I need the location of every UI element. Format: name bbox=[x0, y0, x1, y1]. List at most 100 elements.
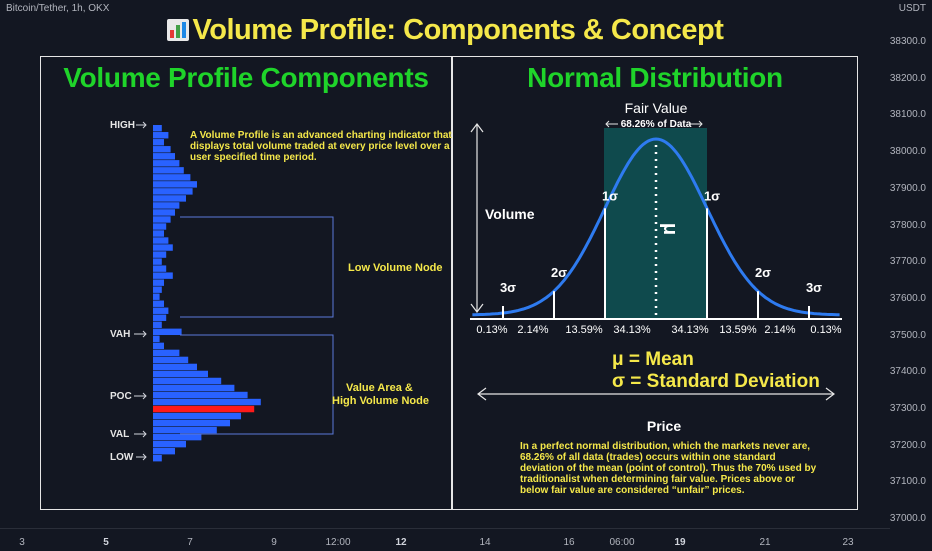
y-tick-label: 37800.0 bbox=[889, 219, 926, 231]
y-tick-label: 37000.0 bbox=[889, 513, 926, 525]
low-volume-node-bracket bbox=[180, 216, 334, 318]
sigma-lines bbox=[502, 208, 810, 319]
volume-label: Volume bbox=[485, 206, 535, 222]
volume-bar bbox=[153, 307, 169, 314]
percent-label: 34.13% bbox=[613, 324, 651, 336]
volume-bar bbox=[153, 202, 180, 209]
volume-bar bbox=[153, 363, 197, 371]
percent-label: 13.59% bbox=[565, 324, 603, 336]
sigma-labels: 3σ 2σ 1σ 1σ 2σ 3σ bbox=[500, 188, 822, 295]
time-axis[interactable]: 3 5 7 9 12:00 12 14 16 06:00 19 21 23 bbox=[0, 528, 890, 551]
volume-bar bbox=[153, 293, 160, 300]
fair-value-arrow-icon bbox=[605, 120, 703, 128]
percent-labels: 0.13% 2.14% 13.59% 34.13% 34.13% 13.59% 2.14% 0… bbox=[476, 324, 841, 336]
percent-label: 13.59% bbox=[719, 324, 757, 336]
volume-bar bbox=[153, 321, 162, 328]
volume-bar bbox=[153, 356, 189, 364]
price-label: Price bbox=[647, 418, 681, 434]
page-title: Volume Profile: Components & Concept bbox=[0, 14, 890, 47]
val-arrow-icon bbox=[134, 430, 147, 438]
percent-label: 34.13% bbox=[671, 324, 709, 336]
normal-distribution-curve bbox=[472, 137, 840, 317]
volume-bar bbox=[153, 216, 171, 223]
formula-sd: σ = Standard Deviation bbox=[612, 371, 820, 392]
volume-bar bbox=[153, 440, 186, 448]
right-panel-title: Normal Distribution bbox=[527, 62, 783, 93]
volume-bar bbox=[153, 195, 186, 202]
percent-label: 0.13% bbox=[476, 324, 507, 336]
x-tick-label: 23 bbox=[842, 537, 854, 548]
y-tick-label: 37300.0 bbox=[889, 403, 926, 414]
y-tick-label: 37400.0 bbox=[889, 366, 926, 378]
x-tick-label: 06:00 bbox=[609, 537, 635, 548]
sigma-label: 2σ bbox=[551, 265, 567, 280]
formula-mean: μ = Mean bbox=[612, 349, 694, 370]
currency-label: USDT bbox=[898, 3, 926, 14]
x-tick-label: 7 bbox=[187, 537, 193, 548]
value-area-label-line1: Value Area & bbox=[346, 382, 413, 394]
price-arrows bbox=[134, 121, 147, 461]
value-area-label-line2: High Volume Node bbox=[332, 395, 429, 407]
volume-bar bbox=[153, 426, 217, 434]
symbol-label[interactable]: Bitcoin/Tether, 1h, OKX bbox=[6, 3, 110, 14]
volume-bar bbox=[153, 279, 164, 286]
volume-bar bbox=[153, 139, 164, 146]
y-tick-label: 37700.0 bbox=[889, 256, 926, 268]
volume-bar bbox=[153, 328, 182, 336]
y-tick-label: 38100.0 bbox=[889, 109, 926, 121]
volume-profile-chart bbox=[134, 121, 334, 462]
x-tick-label: 16 bbox=[563, 537, 575, 548]
y-tick-label: 38200.0 bbox=[889, 72, 926, 84]
volume-bar bbox=[153, 419, 230, 427]
volume-bar bbox=[153, 314, 167, 321]
low-label: LOW bbox=[110, 452, 134, 463]
vah-arrow-icon bbox=[134, 330, 147, 338]
percent-label: 2.14% bbox=[764, 324, 795, 336]
volume-bar bbox=[153, 391, 248, 399]
high-label: HIGH bbox=[110, 120, 135, 131]
volume-bar bbox=[153, 230, 164, 237]
distribution-description: In a perfect normal distribution, which … bbox=[520, 441, 817, 496]
volume-bar bbox=[153, 258, 162, 265]
mu-symbol: μ bbox=[659, 223, 681, 235]
y-tick-label: 37200.0 bbox=[889, 439, 926, 451]
volume-bar bbox=[153, 342, 164, 350]
fair-value-label: Fair Value bbox=[625, 100, 688, 116]
volume-bar bbox=[153, 188, 193, 195]
volume-bar bbox=[153, 146, 171, 153]
panel-divider bbox=[451, 56, 453, 510]
fair-value-percent: 68.26% of Data bbox=[621, 119, 692, 130]
volume-bar bbox=[153, 384, 235, 392]
poc-bar bbox=[153, 405, 255, 413]
volume-bar bbox=[153, 209, 175, 216]
val-label: VAL bbox=[110, 429, 130, 440]
x-tick-label: 3 bbox=[19, 537, 25, 548]
vah-label: VAH bbox=[110, 329, 131, 340]
volume-profile-bars bbox=[153, 125, 261, 462]
sigma-label: 1σ bbox=[602, 188, 618, 203]
normal-distribution-chart: μ 3σ 2σ 1σ 1σ 2σ 3σ 0.13% 2.14% 13.59% 34.13% 34.… bbox=[470, 100, 842, 434]
volume-bar bbox=[153, 272, 173, 279]
y-tick-label: 37500.0 bbox=[889, 329, 926, 341]
sigma-label: 2σ bbox=[755, 265, 771, 280]
y-tick-label: 37900.0 bbox=[889, 182, 926, 194]
x-tick-label: 14 bbox=[479, 537, 491, 548]
volume-bar bbox=[153, 237, 169, 244]
value-area-bracket bbox=[180, 334, 334, 435]
bar-chart-icon bbox=[166, 19, 189, 41]
formula-block: μ = Mean σ = Standard Deviation bbox=[612, 349, 820, 393]
x-tick-label: 5 bbox=[103, 537, 109, 548]
infographic-frame bbox=[40, 56, 858, 510]
volume-bar bbox=[153, 244, 173, 251]
volume-bar bbox=[153, 125, 162, 132]
volume-axis-arrow-icon bbox=[470, 123, 484, 313]
x-tick-label: 12:00 bbox=[325, 537, 351, 548]
volume-bar bbox=[153, 433, 202, 441]
sigma-label: 3σ bbox=[806, 280, 822, 295]
y-tick-label: 38300.0 bbox=[889, 36, 926, 47]
volume-bar bbox=[153, 447, 175, 455]
y-tick-label: 38000.0 bbox=[889, 146, 926, 158]
price-axis[interactable]: USDT 38300.0 38200.0 38100.0 38000.0 37900.0… bbox=[889, 0, 932, 525]
volume-bar bbox=[153, 454, 162, 462]
volume-bar bbox=[153, 265, 167, 272]
